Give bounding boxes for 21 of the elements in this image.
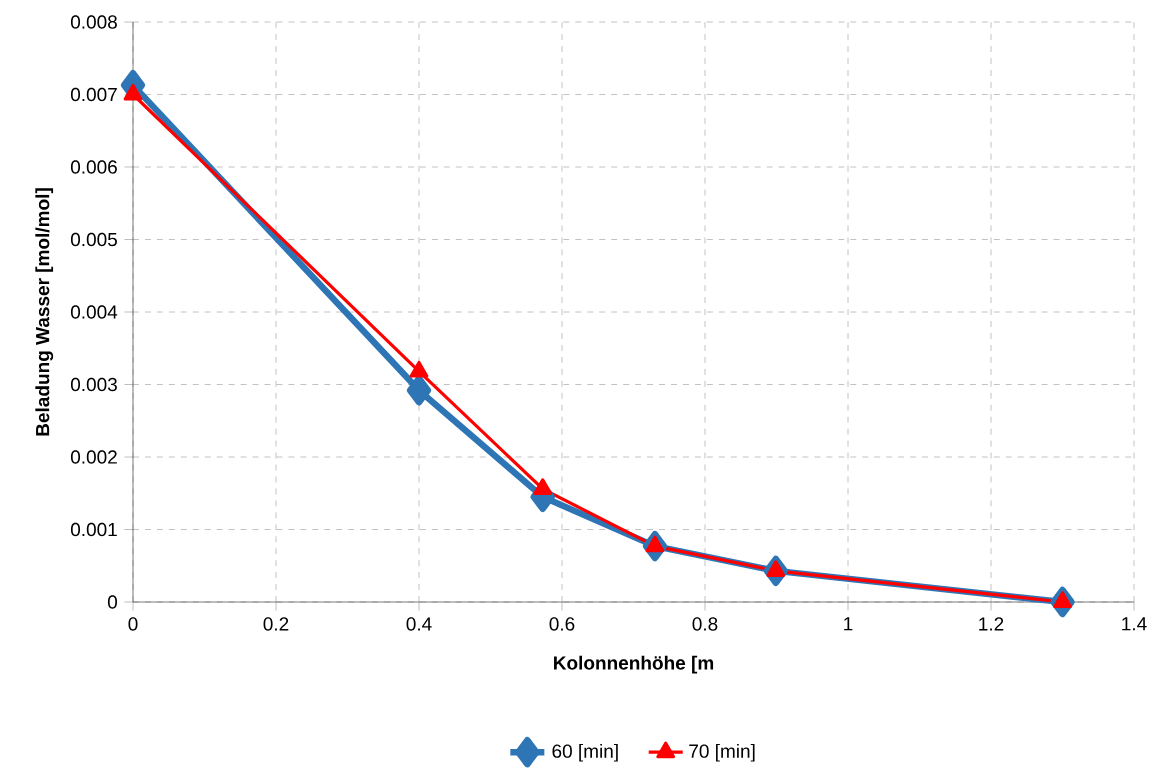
y-axis-title: Beladung Wasser [mol/mol] <box>35 188 54 436</box>
y-tick-label: 0.003 <box>70 377 117 392</box>
y-tick-label: 0.007 <box>70 87 117 102</box>
y-tick-label: 0.008 <box>70 15 117 29</box>
y-tick-label: 0.001 <box>70 522 117 537</box>
x-tick-label: 0.8 <box>692 617 718 631</box>
y-tick-label: 0.004 <box>70 305 118 319</box>
x-tick-label: 1.2 <box>979 617 1004 631</box>
x-tick-label: 0.4 <box>406 617 432 631</box>
x-tick-label: 1 <box>844 617 853 631</box>
x-tick-label: 0 <box>128 617 138 631</box>
legend-label: 70 [min] <box>689 743 755 762</box>
x-tick-label: 1.4 <box>1122 617 1147 631</box>
x-axis-title: Kolonnenhöhe [m <box>554 655 714 674</box>
legend-label: 60 [min] <box>552 743 618 762</box>
x-tick-label: 0.2 <box>263 617 289 631</box>
y-tick-label: 0.005 <box>70 232 117 247</box>
y-tick-label: 0.002 <box>70 450 117 464</box>
y-tick-label: 0.006 <box>70 160 117 174</box>
y-tick-label: 0 <box>107 595 118 609</box>
x-tick-label: 0.6 <box>549 617 575 631</box>
